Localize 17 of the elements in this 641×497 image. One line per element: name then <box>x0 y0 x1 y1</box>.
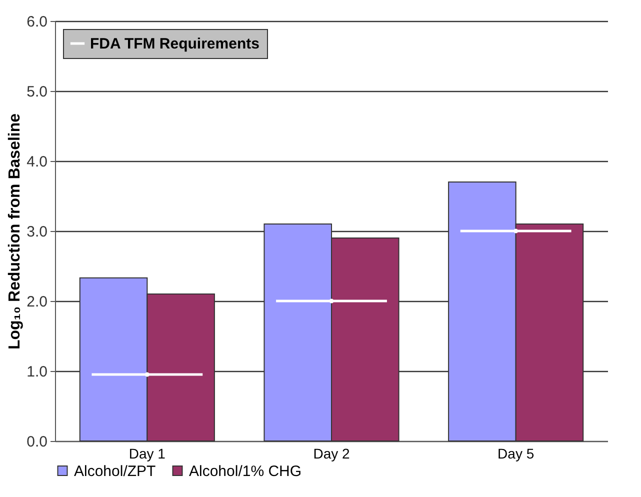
y-tick-label: 6.0 <box>26 14 48 30</box>
y-tick-label: 1.0 <box>26 364 48 380</box>
x-tick-label: Day 2 <box>313 446 350 462</box>
point <box>144 372 150 377</box>
y-tick-label: 4.0 <box>26 154 48 170</box>
point <box>514 228 518 234</box>
point <box>329 298 334 304</box>
y-tick-label: 2.0 <box>26 294 48 310</box>
y-axis-title: Log₁₀ Reduction from Baseline <box>6 113 24 350</box>
x-tick-label: Day 1 <box>128 446 166 462</box>
y-tick-label: 5.0 <box>26 84 48 100</box>
legend-label: FDA TFM Requirements <box>90 36 260 52</box>
y-tick-label: 3.0 <box>26 224 48 240</box>
legend-label: Alcohol/ZPT <box>74 462 156 480</box>
y-tick-label: 0.0 <box>26 434 48 450</box>
x-tick-label: Day 5 <box>498 446 534 462</box>
legend-label: Alcohol/1% CHG <box>189 462 302 480</box>
